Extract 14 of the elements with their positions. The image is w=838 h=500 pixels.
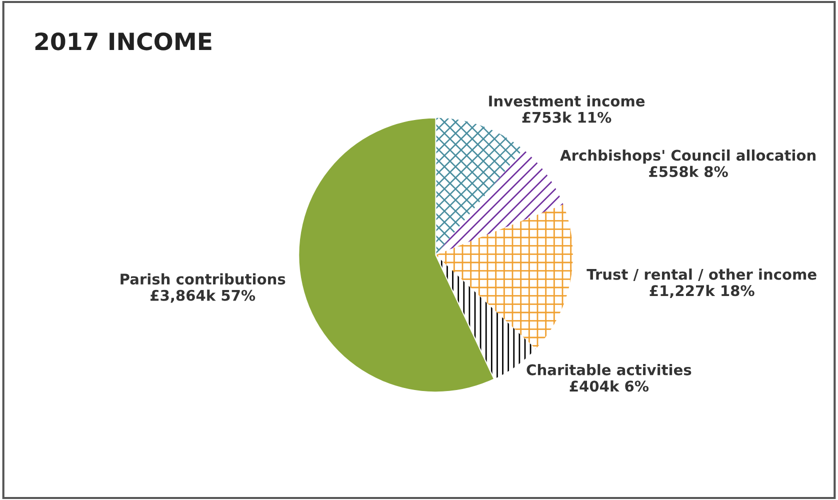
slice-label: Investment income bbox=[489, 95, 645, 107]
data-label: £3,864k 57% bbox=[150, 290, 256, 303]
slice-label: Parish contributions bbox=[120, 273, 286, 285]
slice-label: Charitable activities bbox=[526, 364, 692, 376]
data-label: £753k 11% bbox=[522, 112, 612, 123]
data-label: £1,227k 18% bbox=[650, 284, 754, 298]
pie-slice bbox=[298, 117, 495, 393]
slice-label: Archbishops' Council allocation bbox=[560, 150, 816, 164]
data-label: £558k 8% bbox=[649, 166, 728, 178]
chart-title: 2017 INCOME bbox=[35, 32, 212, 50]
pie-slice bbox=[436, 118, 524, 255]
data-label: £404k 6% bbox=[570, 380, 649, 392]
pie-slice bbox=[436, 204, 573, 349]
slice-label: Trust / rental / other income bbox=[586, 268, 816, 281]
